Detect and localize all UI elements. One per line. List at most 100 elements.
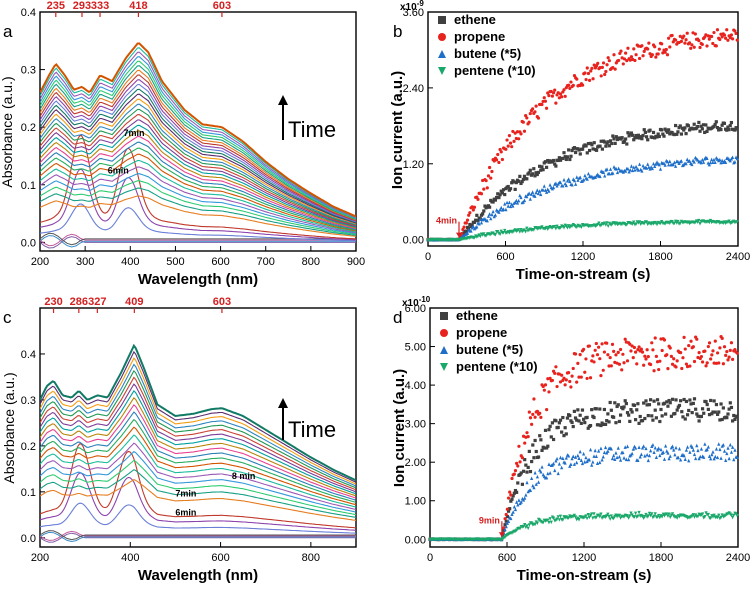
- data-point: [684, 399, 689, 404]
- data-point: [539, 415, 543, 420]
- data-point: [585, 177, 589, 181]
- data-point: [684, 161, 688, 166]
- data-point: [499, 189, 503, 193]
- data-point: [648, 128, 652, 132]
- data-point: [629, 164, 634, 168]
- data-point: [548, 517, 552, 521]
- data-point: [577, 375, 581, 379]
- data-point: [667, 456, 671, 461]
- y-multiplier-label: x10-10: [402, 295, 431, 309]
- data-point: [501, 207, 506, 211]
- data-point: [670, 444, 675, 449]
- data-point: [666, 514, 670, 518]
- data-point: [585, 516, 589, 521]
- data-point: [724, 36, 728, 40]
- data-point: [695, 412, 699, 416]
- data-point: [720, 35, 724, 39]
- data-point: [576, 453, 580, 458]
- data-point: [503, 202, 507, 206]
- data-point: [592, 454, 596, 458]
- data-point: [632, 138, 636, 142]
- data-point: [666, 404, 670, 408]
- data-point: [733, 29, 737, 33]
- data-point: [621, 352, 625, 356]
- x-tick-label: 300: [76, 256, 94, 268]
- data-point: [485, 186, 489, 190]
- data-point: [510, 145, 514, 149]
- spectrum-line: [40, 357, 356, 485]
- data-point: [570, 182, 574, 187]
- data-point: [541, 99, 545, 104]
- data-point: [560, 430, 564, 434]
- baseline-spectrum: [40, 235, 356, 248]
- data-point: [682, 335, 686, 339]
- data-point: [630, 410, 634, 414]
- data-point: [535, 172, 539, 177]
- data-point: [679, 39, 684, 43]
- data-point: [700, 512, 705, 517]
- data-point: [682, 453, 686, 458]
- data-point: [717, 513, 721, 518]
- data-point: [505, 515, 509, 519]
- data-point: [587, 457, 591, 462]
- data-point: [656, 132, 660, 136]
- data-point: [692, 160, 696, 164]
- data-point: [536, 455, 541, 459]
- data-point: [683, 347, 687, 351]
- spectrum-line: [40, 418, 356, 503]
- data-point: [477, 221, 481, 226]
- data-point: [618, 413, 623, 417]
- data-point: [508, 141, 513, 145]
- data-point: [717, 442, 721, 446]
- data-point: [684, 362, 689, 366]
- data-point: [717, 361, 721, 365]
- data-point: [504, 524, 508, 529]
- peak-label: 230: [44, 296, 62, 308]
- data-point: [555, 456, 559, 461]
- data-point: [592, 141, 596, 145]
- data-point: [719, 160, 723, 165]
- data-point: [578, 152, 582, 156]
- data-point: [562, 376, 566, 380]
- data-point: [496, 152, 500, 157]
- data-point: [521, 497, 526, 502]
- data-point: [598, 407, 602, 411]
- data-point: [560, 95, 564, 99]
- data-point: [600, 147, 604, 151]
- data-point: [679, 457, 683, 462]
- data-point: [683, 457, 687, 461]
- data-point: [614, 166, 618, 171]
- data-point: [709, 456, 713, 461]
- data-point: [581, 147, 585, 151]
- data-point: [569, 419, 573, 423]
- data-point: [621, 407, 625, 411]
- data-point: [679, 132, 684, 136]
- data-point: [656, 52, 660, 56]
- data-point: [540, 465, 544, 469]
- data-point: [579, 375, 583, 379]
- peak-label: 418: [129, 0, 147, 12]
- data-point: [634, 53, 638, 57]
- data-point: [590, 408, 594, 412]
- data-point: [525, 431, 529, 435]
- data-point: [725, 451, 729, 456]
- data-point: [735, 156, 739, 161]
- data-point: [735, 38, 739, 42]
- data-point: [526, 526, 530, 531]
- data-point: [730, 155, 735, 159]
- data-point: [530, 476, 534, 480]
- data-point: [591, 147, 595, 151]
- data-point: [604, 223, 608, 227]
- data-point: [493, 213, 498, 217]
- data-point: [522, 129, 527, 133]
- data-point: [666, 367, 670, 371]
- data-point: [575, 418, 579, 422]
- data-point: [724, 353, 728, 358]
- data-point: [571, 83, 575, 87]
- data-point: [575, 175, 579, 179]
- data-point: [697, 351, 701, 355]
- data-point: [515, 201, 520, 205]
- data-point: [603, 445, 608, 450]
- data-point: [710, 353, 714, 357]
- data-point: [709, 357, 713, 361]
